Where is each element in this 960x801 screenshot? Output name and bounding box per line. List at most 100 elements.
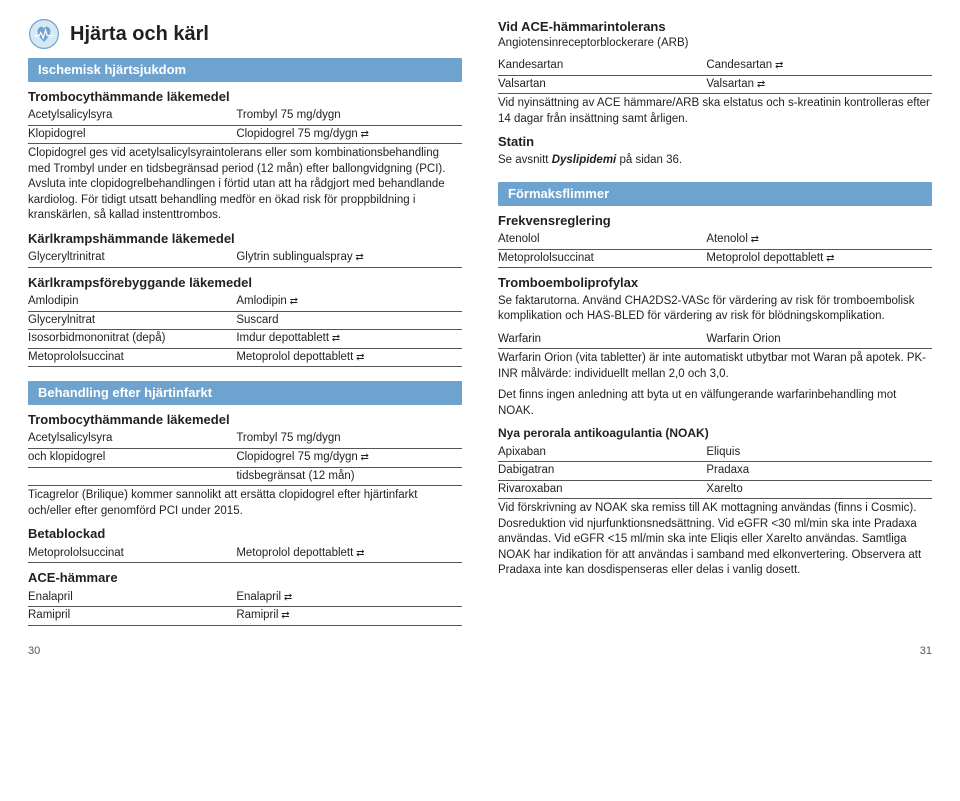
drug-row: GlyceryltrinitratGlytrin sublingualspray [28,249,462,268]
subheading: ACE-hämmare [28,569,462,587]
paragraph: Vid förskrivning av NOAK ska remiss till… [498,501,932,579]
page-title-row: Hjärta och kärl [28,18,462,50]
drug-row: WarfarinWarfarin Orion [498,331,932,350]
drug-generic: Kandesartan [498,58,706,74]
drug-row: DabigatranPradaxa [498,462,932,481]
drug-table: KandesartanCandesartanValsartanValsartan [498,57,932,94]
drug-brand: Candesartan [706,58,932,74]
drug-brand: Imdur depottablett [236,331,462,347]
paragraph: Det finns ingen anledning att byta ut en… [498,388,932,419]
drug-row: RamiprilRamipril [28,607,462,626]
drug-brand: Trombyl 75 mg/dygn [236,108,462,124]
two-page-spread: Hjärta och kärl Ischemisk hjärtsjukdom T… [0,0,960,644]
drug-row: RivaroxabanXarelto [498,481,932,500]
drug-generic: Apixaban [498,445,706,461]
drug-brand: Glytrin sublingualspray [236,250,462,266]
drug-row: EnalaprilEnalapril [28,589,462,608]
drug-brand: Metoprolol depottablett [236,546,462,562]
subheading: Tromboemboliprofylax [498,274,932,292]
drug-row: MetoprololsuccinatMetoprolol depottablet… [28,349,462,368]
drug-generic: Enalapril [28,590,236,606]
page-numbers: 30 31 [0,644,960,669]
section-heading: Förmaksflimmer [498,182,932,206]
drug-row: AmlodipinAmlodipin [28,293,462,312]
drug-generic: Acetylsalicylsyra [28,431,236,447]
drug-row: tidsbegränsat (12 mån) [28,468,462,487]
subheading: Betablockad [28,525,462,543]
drug-generic: Rivaroxaban [498,482,706,498]
drug-generic: Valsartan [498,77,706,93]
drug-table: AcetylsalicylsyraTrombyl 75 mg/dygnoch k… [28,430,462,486]
drug-brand: Valsartan [706,77,932,93]
subheading: Vid ACE-hämmarintolerans [498,18,932,36]
drug-row: ValsartanValsartan [498,76,932,95]
drug-table: AtenololAtenololMetoprololsuccinatMetopr… [498,231,932,268]
drug-brand: Ramipril [236,608,462,624]
drug-generic: Glyceryltrinitrat [28,250,236,266]
drug-table: GlyceryltrinitratGlytrin sublingualspray [28,249,462,268]
drug-row: KandesartanCandesartan [498,57,932,76]
drug-generic: Dabigatran [498,463,706,479]
drug-brand: Eliquis [706,445,932,461]
drug-row: och klopidogrelClopidogrel 75 mg/dygn [28,449,462,468]
drug-brand: Pradaxa [706,463,932,479]
text: Se avsnitt [498,154,552,166]
drug-row: ApixabanEliquis [498,444,932,463]
drug-brand: Metoprolol depottablett [706,251,932,267]
paragraph: Ticagrelor (Brilique) kommer sannolikt a… [28,488,462,519]
subheading: Frekvensreglering [498,212,932,230]
text: på sidan 36. [616,154,682,166]
paragraph: Clopidogrel ges vid acetylsalicylsyraint… [28,146,462,224]
subheading: Trombocythämmande läkemedel [28,88,462,106]
paragraph: Vid nyinsättning av ACE hämmare/ARB ska … [498,96,932,127]
drug-generic: Amlodipin [28,294,236,310]
drug-generic: Atenolol [498,232,706,248]
drug-brand: Suscard [236,313,462,329]
heart-icon [28,18,60,50]
drug-brand: Atenolol [706,232,932,248]
page-number-left: 30 [28,644,40,659]
section-heading: Behandling efter hjärtinfarkt [28,381,462,405]
drug-brand: Trombyl 75 mg/dygn [236,431,462,447]
drug-brand: Metoprolol depottablett [236,350,462,366]
drug-table: MetoprololsuccinatMetoprolol depottablet… [28,545,462,564]
drug-generic: Klopidogrel [28,127,236,143]
drug-generic: Acetylsalicylsyra [28,108,236,124]
paragraph: Angiotensinreceptorblockerare (ARB) [498,36,932,52]
drug-brand: Clopidogrel 75 mg/dygn [236,127,462,143]
drug-generic: Glycerylnitrat [28,313,236,329]
drug-row: MetoprololsuccinatMetoprolol depottablet… [28,545,462,564]
drug-brand: Enalapril [236,590,462,606]
drug-row: Isosorbidmononitrat (depå)Imdur depottab… [28,330,462,349]
subheading: Kärlkrampsförebyggande läkemedel [28,274,462,292]
drug-row: AcetylsalicylsyraTrombyl 75 mg/dygn [28,107,462,126]
drug-brand: tidsbegränsat (12 mån) [236,469,462,485]
page-title: Hjärta och kärl [70,21,209,48]
drug-brand: Clopidogrel 75 mg/dygn [236,450,462,466]
drug-generic: och klopidogrel [28,450,236,466]
page-number-right: 31 [920,644,932,659]
drug-brand: Amlodipin [236,294,462,310]
drug-table: WarfarinWarfarin Orion [498,331,932,350]
drug-generic: Metoprololsuccinat [28,350,236,366]
text-emphasis: Dyslipidemi [552,154,617,166]
left-page: Hjärta och kärl Ischemisk hjärtsjukdom T… [28,18,462,626]
drug-generic: Ramipril [28,608,236,624]
right-page: Vid ACE-hämmarintolerans Angiotensinrece… [498,18,932,626]
section-heading: Ischemisk hjärtsjukdom [28,58,462,82]
drug-brand: Xarelto [706,482,932,498]
drug-generic [28,469,236,485]
drug-generic: Metoprololsuccinat [28,546,236,562]
drug-row: AcetylsalicylsyraTrombyl 75 mg/dygn [28,430,462,449]
subheading: Kärlkrampshämmande läkemedel [28,230,462,248]
paragraph: Se faktarutorna. Använd CHA2DS2-VASc för… [498,294,932,325]
subheading: Nya perorala antikoagulantia (NOAK) [498,425,932,441]
paragraph: Se avsnitt Dyslipidemi på sidan 36. [498,153,932,169]
subheading: Trombocythämmande läkemedel [28,411,462,429]
drug-row: MetoprololsuccinatMetoprolol depottablet… [498,250,932,269]
drug-row: GlycerylnitratSuscard [28,312,462,331]
drug-generic: Metoprololsuccinat [498,251,706,267]
drug-row: AtenololAtenolol [498,231,932,250]
drug-generic: Isosorbidmononitrat (depå) [28,331,236,347]
drug-table: AmlodipinAmlodipinGlycerylnitratSuscardI… [28,293,462,367]
